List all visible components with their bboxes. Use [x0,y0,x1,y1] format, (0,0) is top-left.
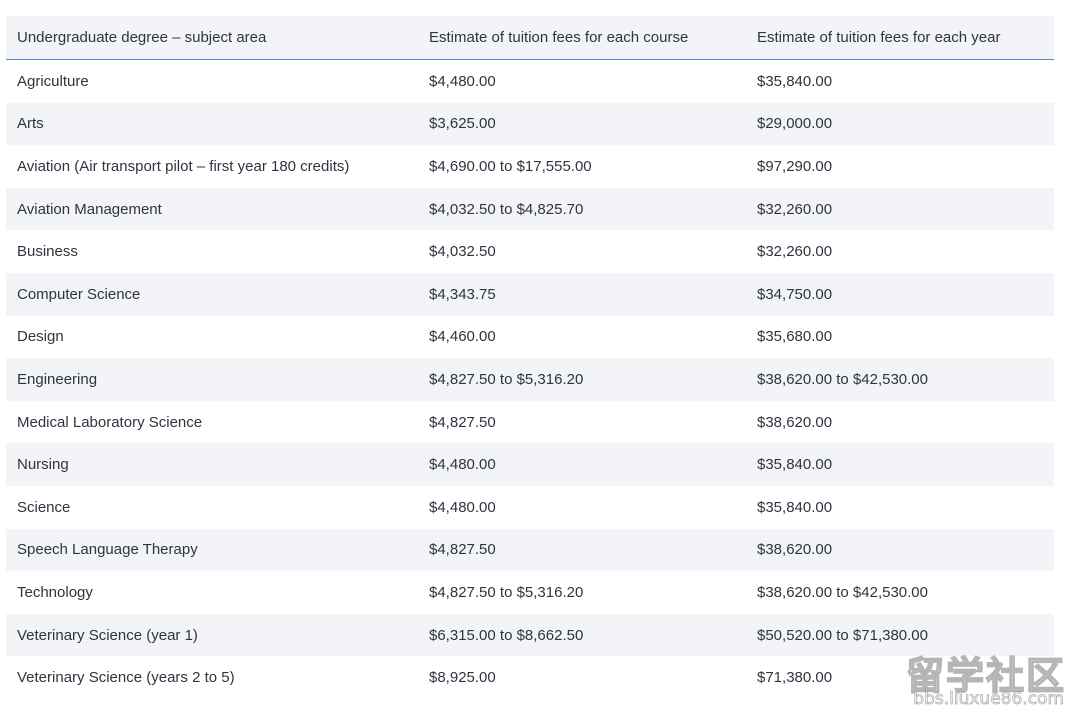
tuition-fees-table-container: Undergraduate degree – subject area Esti… [6,16,1054,699]
table-row: Veterinary Science (years 2 to 5) $8,925.… [6,656,1054,699]
cell-fees-per-course: $4,480.00 [418,485,746,529]
cell-fees-per-course: $4,827.50 [418,528,746,572]
cell-fees-per-year: $35,680.00 [746,315,1054,359]
table-row: Speech Language Therapy $4,827.50 $38,620.… [6,528,1054,572]
cell-fees-per-year: $32,260.00 [746,230,1054,273]
header-fees-per-year: Estimate of tuition fees for each year [746,16,1054,60]
cell-fees-per-year: $38,620.00 [746,528,1054,572]
cell-fees-per-year: $35,840.00 [746,443,1054,486]
cell-fees-per-course: $4,460.00 [418,315,746,359]
cell-fees-per-course: $4,480.00 [418,443,746,486]
cell-fees-per-year: $35,840.00 [746,59,1054,103]
cell-subject-area: Science [6,485,418,529]
cell-fees-per-year: $97,290.00 [746,145,1054,188]
cell-subject-area: Medical Laboratory Science [6,400,418,444]
cell-fees-per-course: $4,827.50 [418,400,746,444]
cell-subject-area: Aviation Management [6,187,418,231]
cell-fees-per-year: $38,620.00 to $42,530.00 [746,358,1054,401]
cell-fees-per-course: $4,343.75 [418,272,746,316]
cell-fees-per-course: $4,480.00 [418,59,746,103]
cell-subject-area: Business [6,230,418,273]
table-row: Agriculture $4,480.00 $35,840.00 [6,59,1054,103]
table-row: Technology $4,827.50 to $5,316.20 $38,620.… [6,571,1054,614]
cell-fees-per-course: $4,690.00 to $17,555.00 [418,145,746,188]
cell-subject-area: Computer Science [6,272,418,316]
cell-fees-per-year: $35,840.00 [746,485,1054,529]
cell-fees-per-year: $38,620.00 [746,400,1054,444]
header-fees-per-course: Estimate of tuition fees for each course [418,16,746,60]
cell-subject-area: Veterinary Science (years 2 to 5) [6,656,418,699]
cell-subject-area: Nursing [6,443,418,486]
cell-fees-per-course: $6,315.00 to $8,662.50 [418,613,746,657]
table-row: Business $4,032.50 $32,260.00 [6,230,1054,273]
cell-subject-area: Veterinary Science (year 1) [6,613,418,657]
tuition-fees-table: Undergraduate degree – subject area Esti… [6,16,1054,699]
cell-fees-per-course: $4,827.50 to $5,316.20 [418,358,746,401]
table-row: Veterinary Science (year 1) $6,315.00 to … [6,613,1054,657]
cell-subject-area: Design [6,315,418,359]
cell-fees-per-year: $29,000.00 [746,102,1054,146]
table-row: Aviation (Air transport pilot – first ye… [6,145,1054,188]
cell-fees-per-course: $3,625.00 [418,102,746,146]
cell-fees-per-course: $4,827.50 to $5,316.20 [418,571,746,614]
cell-fees-per-year: $34,750.00 [746,272,1054,316]
table-row: Engineering $4,827.50 to $5,316.20 $38,620… [6,358,1054,401]
cell-fees-per-course: $4,032.50 [418,230,746,273]
cell-fees-per-year: $32,260.00 [746,187,1054,231]
header-subject-area: Undergraduate degree – subject area [6,16,418,60]
cell-fees-per-year: $38,620.00 to $42,530.00 [746,571,1054,614]
cell-fees-per-course: $8,925.00 [418,656,746,699]
cell-subject-area: Technology [6,571,418,614]
table-row: Aviation Management $4,032.50 to $4,825.7… [6,187,1054,231]
table-row: Medical Laboratory Science $4,827.50 $38,6… [6,400,1054,444]
table-row: Science $4,480.00 $35,840.00 [6,485,1054,529]
cell-fees-per-year: $50,520.00 to $71,380.00 [746,613,1054,657]
table-row: Arts $3,625.00 $29,000.00 [6,102,1054,146]
table-row: Computer Science $4,343.75 $34,750.00 [6,272,1054,316]
cell-fees-per-year: $71,380.00 [746,656,1054,699]
cell-fees-per-course: $4,032.50 to $4,825.70 [418,187,746,231]
table-body: Agriculture $4,480.00 $35,840.00 Arts $3,625… [6,59,1054,699]
cell-subject-area: Agriculture [6,59,418,103]
table-row: Nursing $4,480.00 $35,840.00 [6,443,1054,486]
header-row: Undergraduate degree – subject area Esti… [6,16,1054,60]
cell-subject-area: Aviation (Air transport pilot – first ye… [6,145,418,188]
cell-subject-area: Speech Language Therapy [6,528,418,572]
cell-subject-area: Engineering [6,358,418,401]
table-header: Undergraduate degree – subject area Esti… [6,16,1054,60]
table-row: Design $4,460.00 $35,680.00 [6,315,1054,359]
cell-subject-area: Arts [6,102,418,146]
